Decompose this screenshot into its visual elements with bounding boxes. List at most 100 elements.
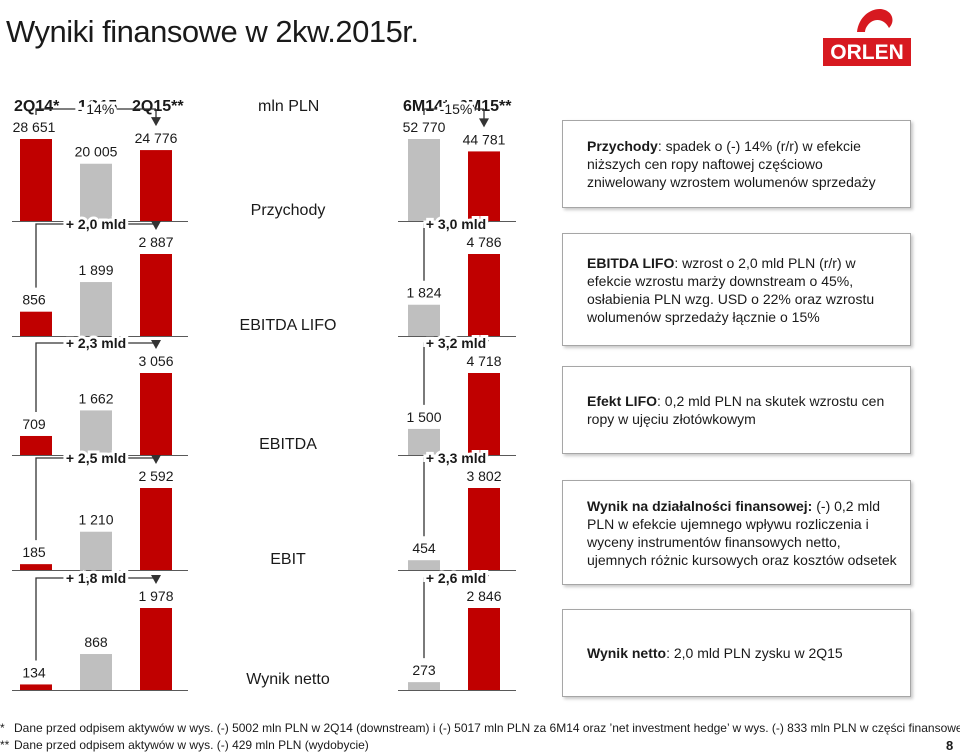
ebitda-bar-6M14 xyxy=(408,428,440,455)
przychody-bar-2Q14 xyxy=(20,139,52,221)
wynik-netto-quarterly-bracket xyxy=(35,577,156,661)
commentary-ebitda-lifo-title: EBITDA LIFO xyxy=(587,254,675,271)
ebitda-lifo-bar-1Q15 xyxy=(80,282,112,336)
wynik-netto-bar-1Q15 xyxy=(80,654,112,690)
footnote-2: ** Dane przed odpisem aktywów w wys. (-) … xyxy=(0,738,369,752)
wynik-netto-bar-2Q14 xyxy=(20,684,52,690)
header-6m14: 6M14* xyxy=(403,98,450,115)
ebitda-lifo-label-6M14: 1 824 xyxy=(406,285,441,301)
ebitda-half-year-bracket xyxy=(423,342,484,405)
wynik-netto-label-1Q15: 868 xyxy=(84,634,108,650)
header-6m15: 6M15** xyxy=(459,98,512,115)
header-1q15: 1Q15 xyxy=(78,98,118,115)
przychody-bar-6M15 xyxy=(468,151,500,221)
przychody-label-6M15: 44 781 xyxy=(463,131,506,147)
wynik-netto-label-2Q15: 1 978 xyxy=(138,588,173,604)
ebit-metric-label: EBIT xyxy=(270,551,306,568)
przychody-quarterly-change: - 14% xyxy=(78,101,115,117)
wynik-netto-label-2Q14: 134 xyxy=(22,664,46,680)
ebit-half-year-arrow-head xyxy=(479,455,489,464)
ebit-label-2Q15: 2 592 xyxy=(138,468,173,484)
przychody-bar-2Q15 xyxy=(140,150,172,221)
footnote-1: * Dane przed odpisem aktywów w wys. (-) 5… xyxy=(0,721,960,735)
commentary-box-ebitda-lifo: EBITDA LIFO: wzrost o 2,0 mld PLN (r/r) … xyxy=(562,233,911,346)
commentary-lifo-effect-text: : 0,2 mld PLN na skutek wzrostu cen ropy… xyxy=(587,393,885,427)
ebit-bar-2Q15 xyxy=(140,488,172,570)
commentary-box-revenue: Przychody: spadek o (-) 14% (r/r) w efek… xyxy=(562,120,911,208)
commentary-box-financial: Wynik na działalności finansowej: (-) 0,… xyxy=(562,480,911,585)
ebit-bar-2Q14 xyxy=(20,564,52,570)
header-2q14: 2Q14* xyxy=(14,98,60,115)
wynik-netto-bar-6M15 xyxy=(468,608,500,690)
ebit-quarterly-arrow-head xyxy=(151,455,161,464)
przychody-half-year-arrow-head xyxy=(479,118,489,128)
przychody-half-year-bracket xyxy=(423,108,484,115)
wynik-netto-half-year-change: + 2,6 mld xyxy=(426,570,486,586)
ebitda-lifo-label-2Q15: 2 887 xyxy=(138,234,173,250)
ebit-label-2Q14: 185 xyxy=(22,544,46,560)
ebitda-bar-1Q15 xyxy=(80,410,112,455)
przychody-label-1Q15: 20 005 xyxy=(75,144,118,160)
ebitda-lifo-half-year-bracket xyxy=(423,223,484,281)
footnote-1-mark: * xyxy=(0,721,5,735)
wynik-netto-label-6M15: 2 846 xyxy=(466,588,501,604)
przychody-label-2Q15: 24 776 xyxy=(135,130,178,146)
commentary-net-result-text: : 2,0 mld PLN zysku w 2Q15 xyxy=(666,645,843,661)
ebitda-lifo-quarterly-change: + 2,0 mld xyxy=(66,216,126,232)
przychody-bar-1Q15 xyxy=(80,163,112,221)
przychody-bar-6M14 xyxy=(408,139,440,221)
ebitda-label-6M14: 1 500 xyxy=(406,409,441,425)
ebitda-label-6M15: 4 718 xyxy=(466,353,501,369)
page-number: 8 xyxy=(946,738,954,753)
ebit-quarterly-change: + 2,5 mld xyxy=(66,450,126,466)
ebitda-metric-label: EBITDA xyxy=(259,436,317,453)
ebitda-bar-2Q14 xyxy=(20,435,52,455)
commentary-financial-text: (-) 0,2 mld PLN w efekcie ujemnego wpływ… xyxy=(587,497,897,568)
wynik-netto-metric-label: Wynik netto xyxy=(246,671,330,688)
footnote-1-text: Dane przed odpisem aktywów w wys. (-) 50… xyxy=(14,721,960,735)
commentary-revenue-text: : spadek o (-) 14% (r/r) w efekcie niższ… xyxy=(587,138,876,190)
ebitda-lifo-quarterly-bracket xyxy=(35,223,156,288)
commentary-box-lifo-effect: Efekt LIFO: 0,2 mld PLN na skutek wzrost… xyxy=(562,366,911,454)
ebit-label-6M14: 454 xyxy=(412,540,436,556)
ebitda-bar-2Q15 xyxy=(140,373,172,455)
ebit-label-6M15: 3 802 xyxy=(466,468,501,484)
ebitda-bar-6M15 xyxy=(468,373,500,455)
ebitda-half-year-arrow-head xyxy=(479,340,489,349)
ebitda-quarterly-change: + 2,3 mld xyxy=(66,335,126,351)
ebit-half-year-bracket xyxy=(423,457,484,537)
commentary-box-net-result: Wynik netto: 2,0 mld PLN zysku w 2Q15 xyxy=(562,609,911,697)
ebitda-lifo-bar-6M14 xyxy=(408,304,440,336)
commentary-lifo-effect-title: Efekt LIFO xyxy=(587,393,658,409)
orlen-logo-text: ORLEN xyxy=(830,41,904,64)
przychody-half-year-change: -15% xyxy=(440,101,473,117)
przychody-label-6M14: 52 770 xyxy=(403,119,446,135)
ebit-bar-1Q15 xyxy=(80,531,112,570)
orlen-logo: ORLEN xyxy=(823,8,911,66)
commentary-ebitda-lifo-text: : wzrost o 2,0 mld PLN (r/r) w efekcie w… xyxy=(587,254,875,325)
przychody-quarterly-arrow-head xyxy=(151,117,161,127)
wynik-netto-quarterly-arrow-head xyxy=(151,575,161,584)
ebit-bar-6M15 xyxy=(468,488,500,570)
footnote-2-mark: ** xyxy=(0,738,10,752)
ebitda-half-year-change: + 3,2 mld xyxy=(426,335,486,351)
ebit-label-1Q15: 1 210 xyxy=(78,512,113,528)
ebitda-lifo-half-year-change: + 3,0 mld xyxy=(426,216,486,232)
ebitda-label-2Q15: 3 056 xyxy=(138,353,173,369)
ebit-bar-6M14 xyxy=(408,560,440,570)
wynik-netto-label-6M14: 273 xyxy=(412,662,436,678)
przychody-quarterly-bracket xyxy=(35,108,156,115)
ebitda-lifo-quarterly-arrow-head xyxy=(151,221,161,230)
commentary-revenue-title: Przychody xyxy=(587,138,658,154)
przychody-label-2Q14: 28 651 xyxy=(13,119,56,135)
wynik-netto-bar-2Q15 xyxy=(140,608,172,690)
orlen-drop-icon xyxy=(857,8,893,32)
wynik-netto-half-year-bracket xyxy=(423,577,484,659)
ebitda-lifo-label-6M15: 4 786 xyxy=(466,234,501,250)
ebitda-label-1Q15: 1 662 xyxy=(78,390,113,406)
wynik-netto-quarterly-change: + 1,8 mld xyxy=(66,570,126,586)
ebitda-lifo-metric-label: EBITDA LIFO xyxy=(240,317,337,334)
wynik-netto-bar-6M14 xyxy=(408,682,440,690)
ebitda-label-2Q14: 709 xyxy=(22,416,46,432)
page-title: Wyniki finansowe w 2kw.2015r. xyxy=(6,14,419,49)
